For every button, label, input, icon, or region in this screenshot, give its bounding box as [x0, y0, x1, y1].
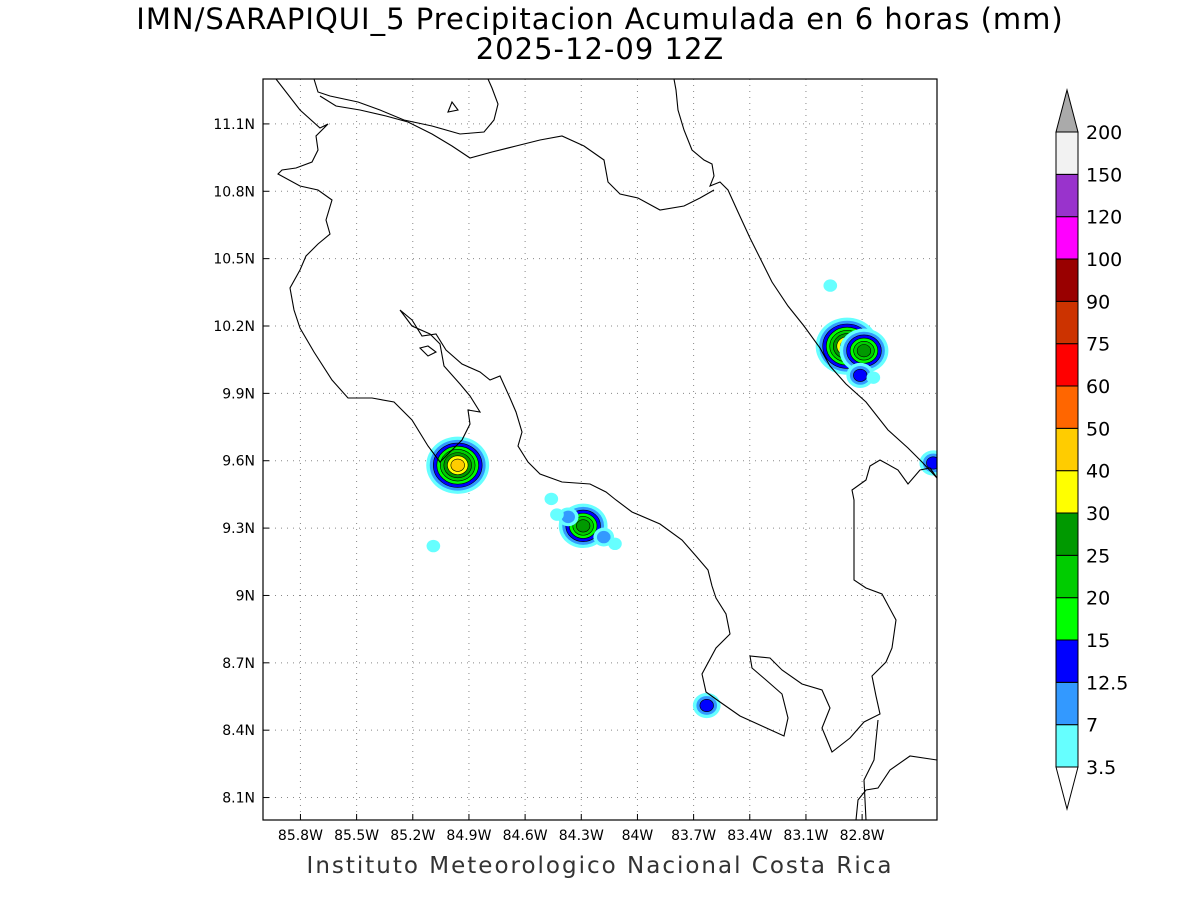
- lon-tick-label: 83.4W: [727, 828, 772, 844]
- colorbar-label: 25: [1086, 545, 1110, 567]
- colorbar-segment: [1055, 258, 1079, 302]
- colorbar-segment: [1055, 512, 1079, 556]
- lon-tick-label: 84.6W: [503, 828, 548, 844]
- rain-cell: [839, 328, 889, 373]
- lon-tick-label: 85.5W: [334, 828, 379, 844]
- colorbar-segment: [1055, 173, 1079, 218]
- colorbar-label: 15: [1086, 630, 1110, 652]
- map-grid: [263, 79, 937, 820]
- rain-cell: [866, 371, 881, 384]
- colorbar-segment: [1055, 724, 1079, 768]
- lon-tick-label: 84W: [622, 828, 654, 844]
- lat-tick-label: 9.6N: [222, 454, 255, 470]
- rain-contour: [699, 698, 714, 712]
- lat-tick-label: 8.4N: [222, 723, 255, 739]
- rain-cell: [426, 539, 441, 553]
- colorbar-segment: [1055, 554, 1079, 599]
- coastline-caribbean: [673, 79, 937, 479]
- border-north: [319, 95, 715, 211]
- colorbar-label: 60: [1086, 376, 1110, 398]
- colorbar-label: 12.5: [1086, 672, 1128, 694]
- lat-tick-label: 9.3N: [222, 521, 255, 537]
- colorbar-label: 75: [1086, 334, 1110, 356]
- rain-contour: [866, 371, 881, 384]
- colorbar-label: 120: [1086, 207, 1122, 229]
- colorbar-label: 200: [1086, 122, 1122, 144]
- colorbar-segment: [1055, 216, 1079, 260]
- rain-cell: [426, 436, 490, 494]
- colorbar-label: 20: [1086, 588, 1110, 610]
- rain-cell: [550, 508, 564, 521]
- lat-tick-label: 10.2N: [213, 319, 255, 335]
- colorbar-segment: [1055, 300, 1079, 345]
- colorbar-under-arrow: [1055, 766, 1079, 811]
- rain-field: [426, 279, 937, 719]
- rain-cell: [823, 279, 838, 292]
- lon-tick-label: 83.1W: [783, 828, 828, 844]
- rain-contour: [426, 539, 441, 553]
- island-small: [447, 100, 459, 113]
- lon-tick-label: 82.8W: [840, 828, 885, 844]
- lat-tick-label: 11.1N: [213, 117, 255, 133]
- colorbar-segment: [1055, 639, 1079, 683]
- lon-tick-label: 84.3W: [559, 828, 604, 844]
- rain-contour: [561, 510, 575, 524]
- map-subtitle-datetime: 2025-12-09 12Z: [475, 32, 725, 66]
- rain-cell: [846, 362, 875, 388]
- colorbar-segment: [1055, 427, 1079, 472]
- colorbar-label: 50: [1086, 418, 1110, 440]
- colorbar-segment: [1055, 385, 1079, 429]
- lon-tick-label: 85.8W: [278, 828, 323, 844]
- rain-contour: [550, 508, 564, 521]
- latitude-axis: 8.1N 8.4N 8.7N 9N 9.3N 9.6N 9.9N 10.2N 10.5N 10.8…: [213, 117, 255, 807]
- island-gulf: [418, 345, 438, 357]
- colorbar-label: 150: [1086, 164, 1122, 186]
- lat-tick-label: 10.8N: [213, 184, 255, 200]
- rain-contour: [596, 530, 611, 544]
- rain-contour: [608, 537, 622, 551]
- colorbar-legend: 3.5 7 12.5 15 20 25 30 40 50 60 75 90 100 120 150 200: [1055, 88, 1128, 811]
- lat-tick-label: 9N: [236, 588, 255, 604]
- rain-contour: [926, 456, 937, 470]
- colorbar-segment: [1055, 597, 1079, 641]
- lon-tick-label: 85.2W: [390, 828, 435, 844]
- rain-cell: [544, 492, 559, 506]
- lake-nicaragua: [313, 79, 499, 135]
- colorbar-over-arrow: [1055, 88, 1079, 133]
- lat-tick-label: 9.9N: [222, 386, 255, 402]
- map-title: IMN/SARAPIQUI_5 Precipitacion Acumulada …: [136, 2, 1064, 36]
- colorbar-label: 40: [1086, 461, 1110, 483]
- colorbar-segment: [1055, 131, 1079, 175]
- rain-contour: [856, 344, 872, 358]
- rain-cell: [608, 537, 622, 551]
- rain-contour: [853, 368, 868, 382]
- lat-tick-label: 10.5N: [213, 252, 255, 268]
- rain-contour: [544, 492, 559, 506]
- colorbar-label: 100: [1086, 249, 1122, 271]
- coastline-south: [855, 755, 937, 820]
- border-panama: [863, 719, 879, 820]
- longitude-axis: 85.8W 85.5W 85.2W 84.9W 84.6W 84.3W 84W 83.7W 83…: [278, 828, 885, 844]
- colorbar-segment: [1055, 470, 1079, 514]
- lon-tick-label: 83.7W: [671, 828, 716, 844]
- lat-tick-label: 8.1N: [222, 791, 255, 807]
- lat-tick-label: 8.7N: [222, 656, 255, 672]
- map-credit: Instituto Meteorologico Nacional Costa R…: [306, 853, 894, 879]
- colorbar-segment: [1055, 681, 1079, 726]
- colorbar-segment: [1055, 343, 1079, 387]
- colorbar-label: 3.5: [1086, 757, 1116, 779]
- colorbar-label: 90: [1086, 291, 1110, 313]
- coastline: [275, 79, 937, 820]
- coastline-west: [275, 79, 937, 753]
- rain-cell: [692, 692, 721, 719]
- map-frame: [262, 78, 938, 821]
- colorbar-label: 30: [1086, 503, 1110, 525]
- colorbar-label: 7: [1086, 715, 1098, 737]
- lon-tick-label: 84.9W: [446, 828, 491, 844]
- rain-contour: [576, 519, 591, 533]
- rain-contour: [450, 458, 465, 472]
- rain-contour: [823, 279, 838, 292]
